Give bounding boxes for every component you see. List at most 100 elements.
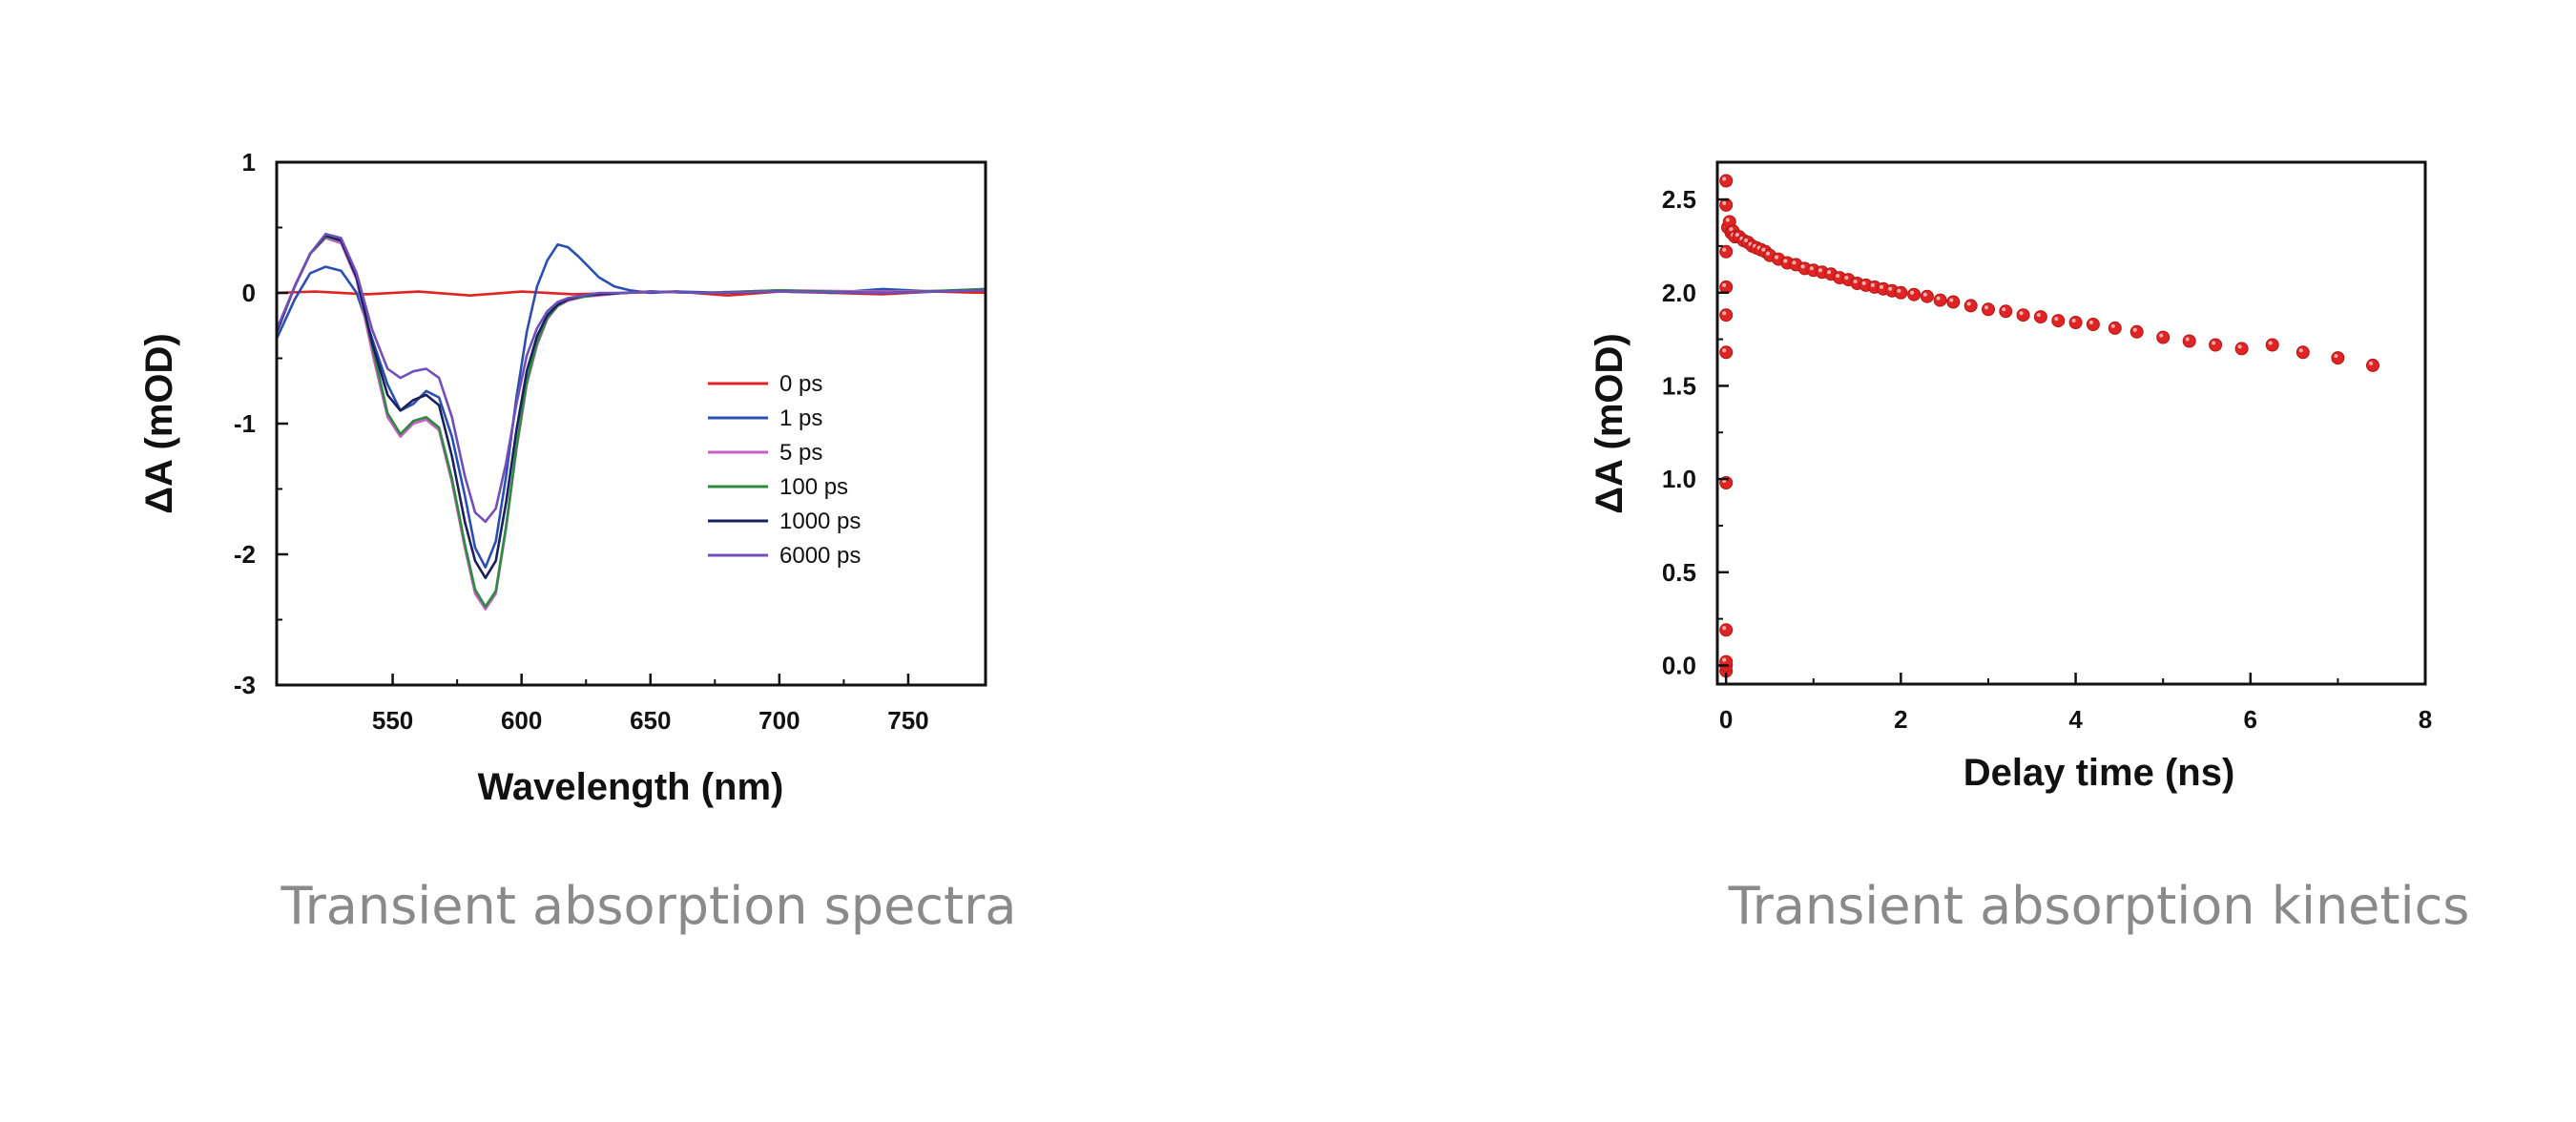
kinetics-y-ticks: 0.0 0.5 1.0 1.5 2.0 2.5 xyxy=(1662,185,1729,679)
kinetics-point xyxy=(2051,314,2066,328)
spectra-y-tick-label: -1 xyxy=(234,409,256,438)
kinetics-point xyxy=(1894,285,1908,300)
legend-label: 6000 ps xyxy=(779,543,861,569)
kinetics-point xyxy=(2209,338,2223,352)
spectra-y-axis-title: ΔA (mOD) xyxy=(138,333,180,513)
kinetics-point xyxy=(1719,280,1734,294)
kinetics-x-tick-label: 8 xyxy=(2419,705,2432,734)
kinetics-point xyxy=(2156,330,2171,344)
kinetics-y-tick-label: 1.5 xyxy=(1662,371,1696,400)
kinetics-point xyxy=(2129,324,2144,339)
kinetics-point-highlight xyxy=(2054,317,2059,322)
spectra-x-tick-label: 700 xyxy=(758,706,800,735)
kinetics-point-highlight xyxy=(2237,344,2242,349)
kinetics-point xyxy=(1933,293,1947,307)
spectra-x-tick-label: 600 xyxy=(501,706,542,735)
kinetics-panel: 0 2 4 6 8 0.0 0.5 1.0 1.5 2.0 2.5 Delay time (ns)… xyxy=(1589,160,2470,936)
kinetics-point-highlight xyxy=(1735,233,1739,238)
kinetics-point xyxy=(1963,299,1978,313)
kinetics-y-axis-title: ΔA (mOD) xyxy=(1589,333,1631,513)
legend-label: 0 ps xyxy=(779,371,822,397)
kinetics-point-highlight xyxy=(1744,239,1749,242)
kinetics-point-highlight xyxy=(1722,311,1727,316)
kinetics-y-tick-label: 2.0 xyxy=(1662,279,1696,307)
kinetics-point-highlight xyxy=(1761,247,1766,252)
kinetics-point-highlight xyxy=(1800,264,1805,269)
kinetics-point-highlight xyxy=(1936,296,1941,301)
kinetics-y-tick-label: 1.0 xyxy=(1662,465,1696,493)
spectra-line-6000-ps xyxy=(275,233,987,524)
kinetics-point-highlight xyxy=(2298,348,2303,353)
kinetics-y-tick-label: 0.5 xyxy=(1662,558,1696,587)
spectra-y-tick-label: -3 xyxy=(234,671,256,699)
kinetics-point xyxy=(1982,302,1995,317)
kinetics-point xyxy=(2182,334,2196,348)
spectra-y-ticks: 1 0 -1 -2 -3 xyxy=(234,148,288,699)
spectra-plot-area: 550 600 650 700 750 1 0 -1 -2 -3 0 ps 1 ps 5 ps 100… xyxy=(234,148,987,735)
kinetics-plot-frame xyxy=(1715,160,2427,686)
kinetics-y-tick-label: 0.0 xyxy=(1662,651,1696,679)
kinetics-point-highlight xyxy=(1818,268,1822,273)
kinetics-point-highlight xyxy=(1888,286,1893,291)
kinetics-point-highlight xyxy=(1922,292,1927,297)
kinetics-point-highlight xyxy=(1809,266,1814,271)
kinetics-point-highlight xyxy=(2212,341,2216,345)
kinetics-point-highlight xyxy=(1729,227,1734,232)
kinetics-point xyxy=(1719,174,1734,188)
kinetics-point-highlight xyxy=(2268,341,2273,345)
kinetics-plot-area: 0 2 4 6 8 0.0 0.5 1.0 1.5 2.0 2.5 xyxy=(1662,160,2432,734)
legend-label: 5 ps xyxy=(779,440,822,466)
kinetics-point xyxy=(2265,338,2279,352)
kinetics-point-highlight xyxy=(1949,298,1954,302)
kinetics-point xyxy=(1719,345,1734,360)
kinetics-x-tick-label: 0 xyxy=(1719,705,1733,734)
kinetics-point-highlight xyxy=(1861,280,1866,285)
kinetics-point-highlight xyxy=(1722,177,1727,181)
kinetics-point-highlight xyxy=(1766,251,1770,256)
kinetics-point-highlight xyxy=(2088,321,2093,324)
kinetics-point-highlight xyxy=(1775,255,1779,260)
kinetics-point-highlight xyxy=(1792,260,1797,265)
kinetics-point-highlight xyxy=(1722,657,1727,662)
kinetics-point xyxy=(2033,310,2047,324)
kinetics-point xyxy=(2366,358,2379,372)
spectra-legend: 0 ps 1 ps 5 ps 100 ps 1000 ps 6000 ps xyxy=(708,371,861,569)
legend-label: 1000 ps xyxy=(779,509,861,534)
kinetics-series-group xyxy=(1719,174,2379,678)
kinetics-point-highlight xyxy=(1722,348,1727,353)
kinetics-y-tick-label: 2.5 xyxy=(1662,185,1696,214)
kinetics-point-highlight xyxy=(1725,218,1730,222)
kinetics-point xyxy=(1719,197,1734,212)
kinetics-point-highlight xyxy=(2036,313,2041,318)
legend-label: 1 ps xyxy=(779,405,822,431)
kinetics-point xyxy=(1719,244,1734,259)
kinetics-point-highlight xyxy=(1844,276,1849,280)
kinetics-point-highlight xyxy=(1722,626,1727,631)
kinetics-point-highlight xyxy=(1853,280,1858,283)
kinetics-point-highlight xyxy=(1836,274,1840,279)
kinetics-caption: Transient absorption kinetics xyxy=(1728,876,2470,936)
spectra-x-ticks: 550 600 650 700 750 xyxy=(372,674,929,735)
kinetics-point-highlight xyxy=(2334,354,2338,359)
kinetics-point-highlight xyxy=(1722,200,1727,205)
kinetics-point xyxy=(2016,308,2030,322)
spectra-plot-frame xyxy=(275,160,987,687)
spectra-panel: 550 600 650 700 750 1 0 -1 -2 -3 0 ps 1 ps 5 ps 100… xyxy=(138,148,1016,936)
kinetics-point-highlight xyxy=(1827,270,1832,275)
kinetics-point xyxy=(1719,623,1734,637)
spectra-y-tick-label: -2 xyxy=(234,540,256,569)
kinetics-point xyxy=(1920,289,1934,303)
kinetics-point xyxy=(1946,295,1961,309)
kinetics-point-highlight xyxy=(1966,301,1971,306)
kinetics-point xyxy=(1719,308,1734,322)
kinetics-point-highlight xyxy=(2159,333,2164,338)
spectra-y-tick-label: 0 xyxy=(242,279,256,307)
kinetics-point xyxy=(2234,342,2249,356)
spectra-series-group xyxy=(275,233,987,611)
kinetics-point-highlight xyxy=(2132,327,2137,332)
kinetics-point-highlight xyxy=(1880,284,1883,289)
kinetics-point-highlight xyxy=(2110,323,2115,328)
kinetics-point-highlight xyxy=(1910,290,1915,295)
kinetics-point-highlight xyxy=(1722,247,1727,252)
